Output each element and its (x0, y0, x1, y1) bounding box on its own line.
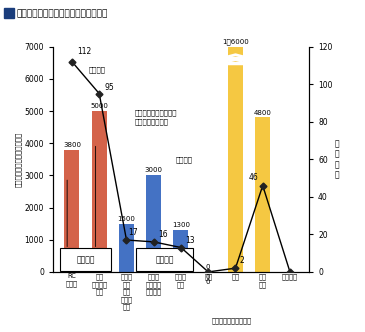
Text: 0: 0 (206, 264, 211, 270)
Text: 1300: 1300 (172, 222, 190, 228)
Text: 3000: 3000 (145, 167, 163, 173)
Text: 耐震改修方法別の平均単価、改修件数: 耐震改修方法別の平均単価、改修件数 (16, 10, 108, 19)
Bar (146, 175, 161, 272)
Text: 柱補強型: 柱補強型 (155, 255, 174, 264)
Bar (255, 118, 270, 272)
Text: 出所：建設物価調査会: 出所：建設物価調査会 (212, 317, 252, 324)
Text: 3800: 3800 (63, 142, 81, 148)
Bar (228, 47, 243, 272)
Text: 2: 2 (239, 256, 244, 265)
Text: 16: 16 (158, 230, 168, 239)
Bar (119, 224, 134, 272)
Text: 改修件数: 改修件数 (89, 66, 106, 72)
Y-axis label: 改
修
件
数: 改 修 件 数 (334, 139, 339, 179)
Text: 46: 46 (249, 173, 259, 182)
Text: 0: 0 (206, 280, 211, 286)
Text: 95: 95 (104, 83, 114, 92)
Text: 壁補強型: 壁補強型 (76, 255, 95, 264)
FancyBboxPatch shape (136, 248, 193, 271)
Text: 0: 0 (206, 274, 211, 280)
Text: 5000: 5000 (90, 103, 108, 109)
Text: 壁補強型の平均単価は
柱補強型より高い: 壁補強型の平均単価は 柱補強型より高い (135, 110, 177, 125)
Bar (173, 230, 188, 272)
Y-axis label: 平均単価（円／延べ床面積）: 平均単価（円／延べ床面積） (15, 132, 22, 187)
Text: 13: 13 (185, 236, 195, 245)
Text: 1万6000: 1万6000 (222, 39, 249, 45)
Text: 17: 17 (128, 228, 138, 237)
Text: 112: 112 (77, 47, 91, 56)
FancyBboxPatch shape (60, 248, 111, 271)
Bar (92, 111, 107, 272)
Text: 平均単価: 平均単価 (176, 156, 193, 163)
Bar (65, 150, 80, 272)
Text: 1500: 1500 (118, 216, 135, 222)
Text: 4800: 4800 (254, 110, 272, 116)
